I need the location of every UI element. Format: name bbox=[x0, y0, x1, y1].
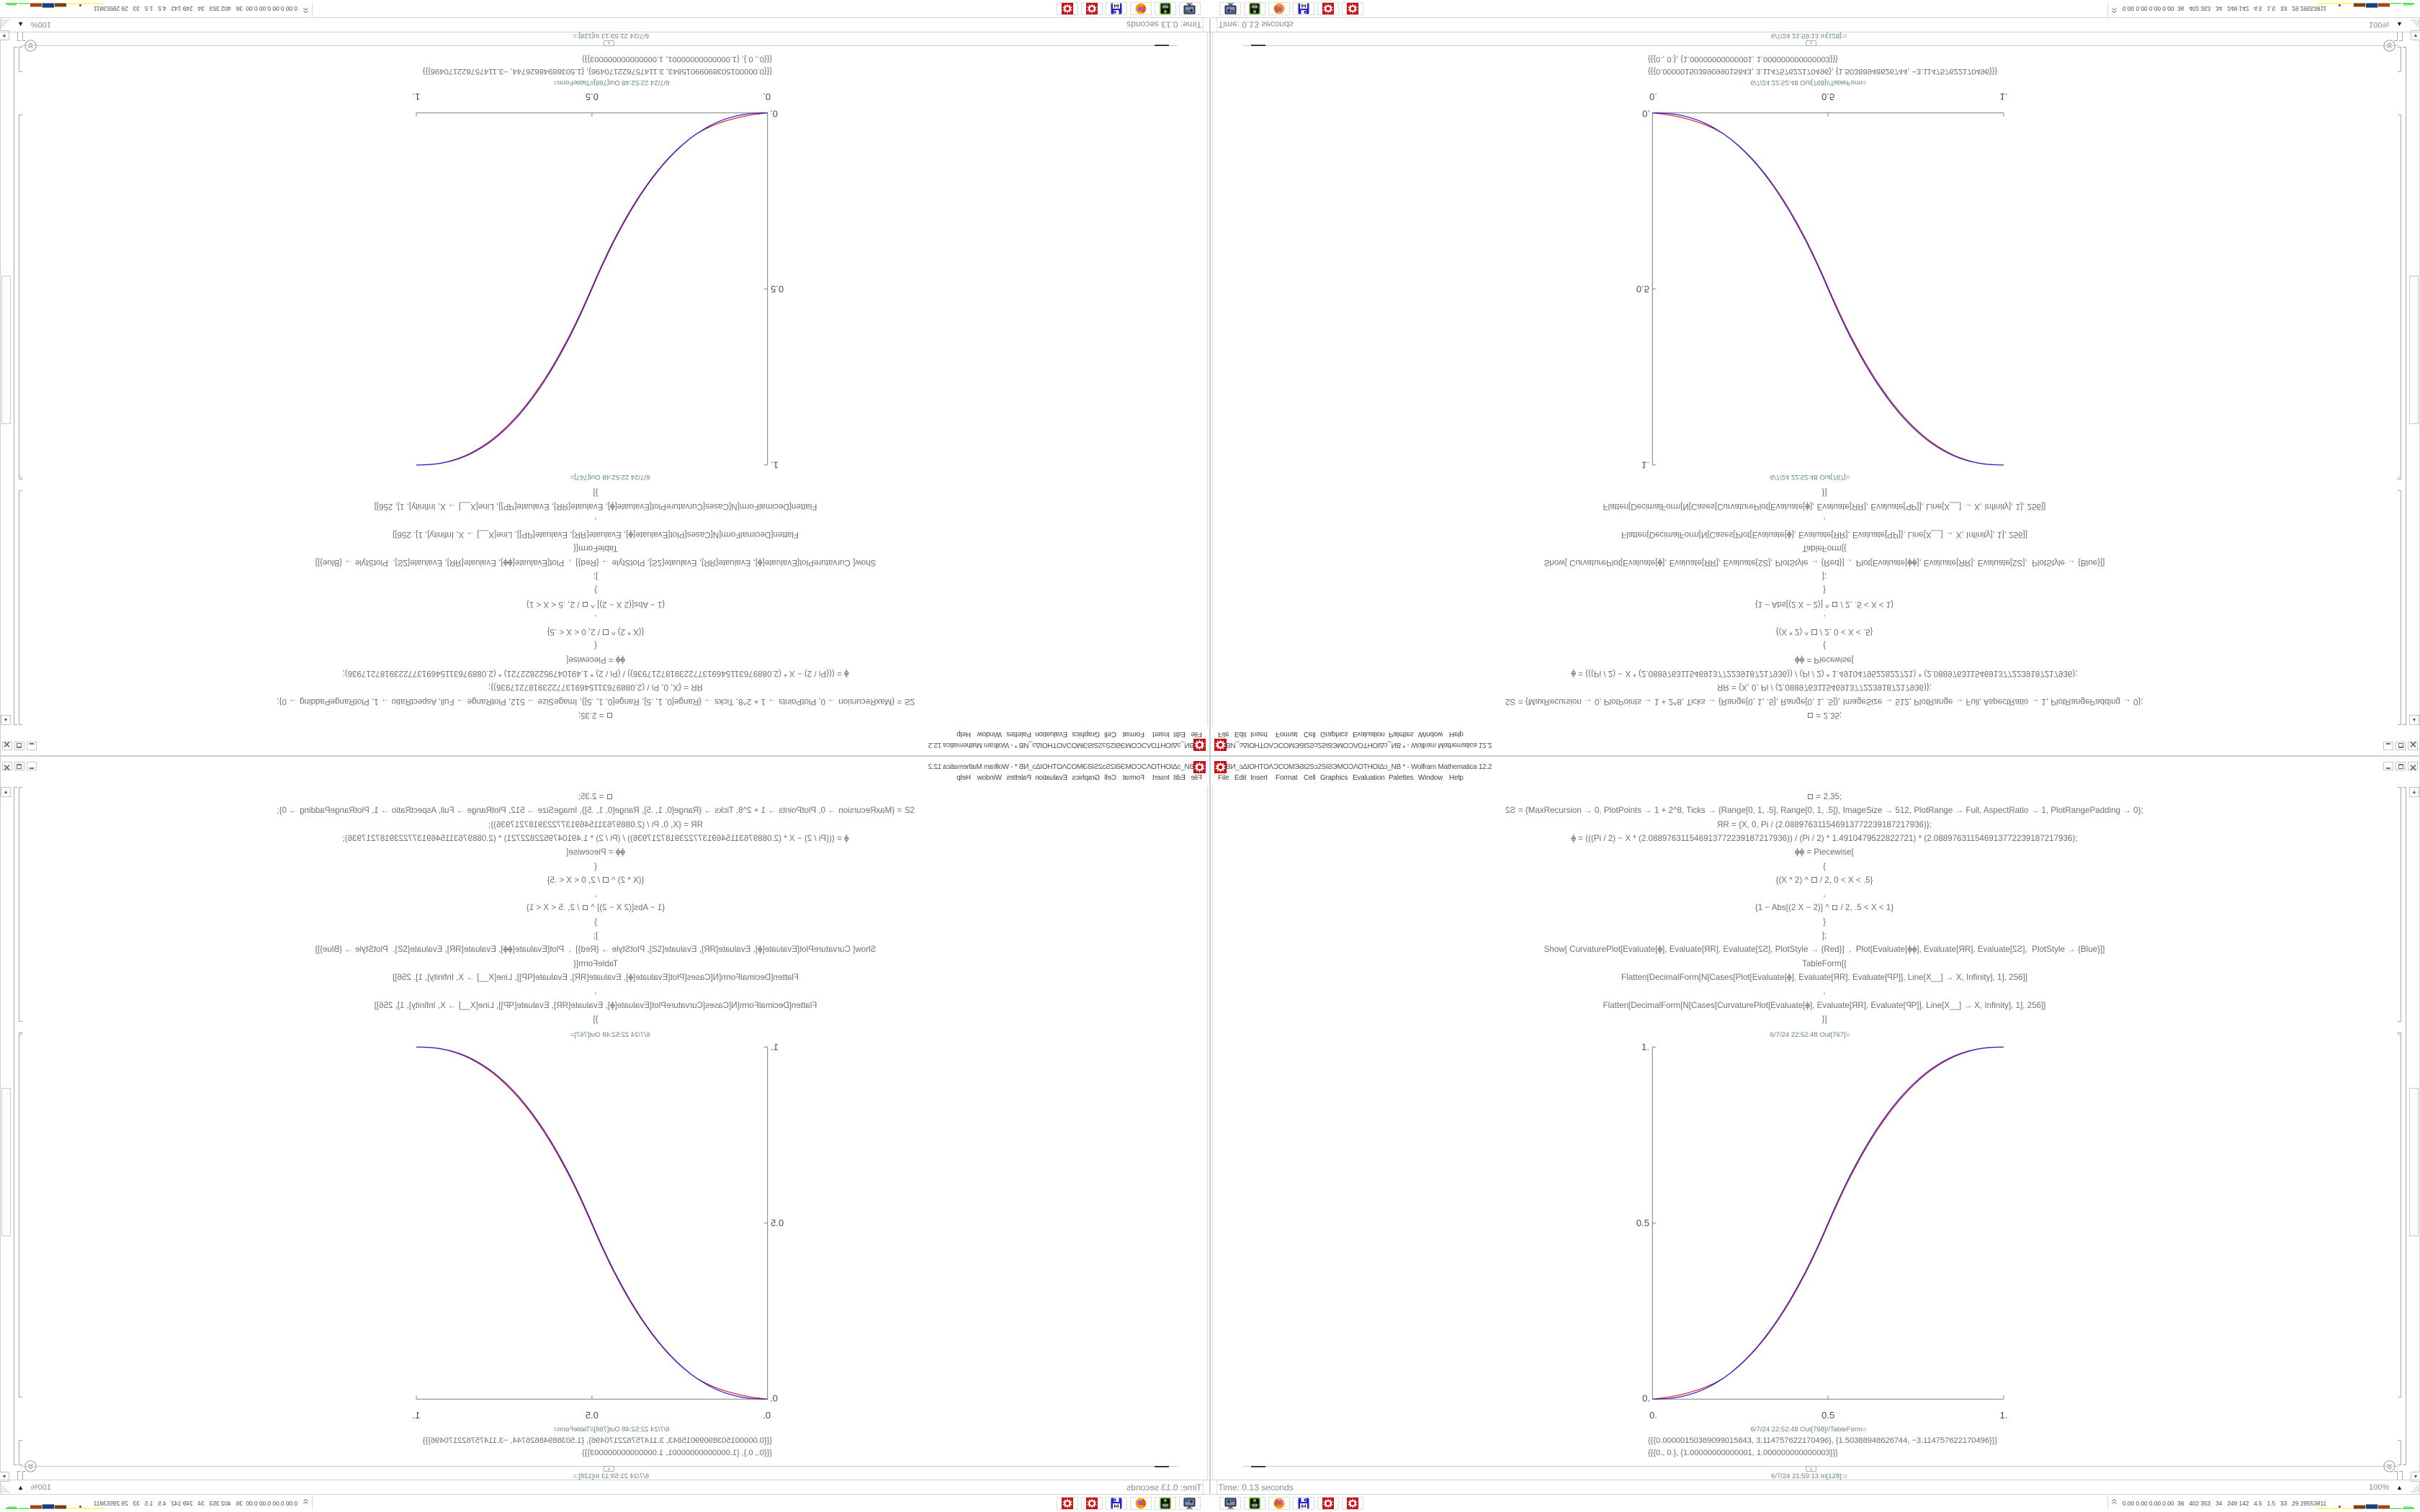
svg-text:0.5: 0.5 bbox=[1636, 284, 1649, 294]
svg-text:1.: 1. bbox=[771, 1042, 779, 1053]
svg-text:0.5: 0.5 bbox=[586, 1410, 599, 1421]
svg-text:0.5: 0.5 bbox=[1821, 91, 1834, 102]
svg-text:64: 64 bbox=[1113, 4, 1119, 9]
svg-text:0.: 0. bbox=[1642, 109, 1650, 120]
svg-text:0.: 0. bbox=[1642, 1393, 1650, 1404]
svg-text:64: 64 bbox=[1301, 4, 1307, 9]
svg-text:0.5: 0.5 bbox=[586, 91, 599, 102]
svg-text:1.: 1. bbox=[2000, 91, 2008, 102]
svg-text:0.: 0. bbox=[770, 1393, 778, 1404]
svg-text:64: 64 bbox=[1301, 1504, 1307, 1509]
svg-text:0.: 0. bbox=[770, 109, 778, 120]
svg-text:0.5: 0.5 bbox=[771, 284, 784, 294]
svg-text:0.: 0. bbox=[1649, 91, 1657, 102]
svg-text:0.: 0. bbox=[763, 1410, 771, 1421]
svg-text:1.: 1. bbox=[413, 91, 421, 102]
svg-text:1.: 1. bbox=[1641, 460, 1649, 471]
svg-text:1.: 1. bbox=[413, 1410, 421, 1421]
svg-text:0.5: 0.5 bbox=[771, 1218, 784, 1228]
svg-text:0.: 0. bbox=[1649, 1410, 1657, 1421]
svg-text:64: 64 bbox=[1113, 1504, 1119, 1509]
svg-text:0.: 0. bbox=[763, 91, 771, 102]
svg-text:1.: 1. bbox=[771, 460, 779, 471]
svg-text:0.5: 0.5 bbox=[1636, 1218, 1649, 1228]
svg-text:0.5: 0.5 bbox=[1821, 1410, 1834, 1421]
svg-text:1.: 1. bbox=[1641, 1042, 1649, 1053]
svg-text:1.: 1. bbox=[2000, 1410, 2008, 1421]
